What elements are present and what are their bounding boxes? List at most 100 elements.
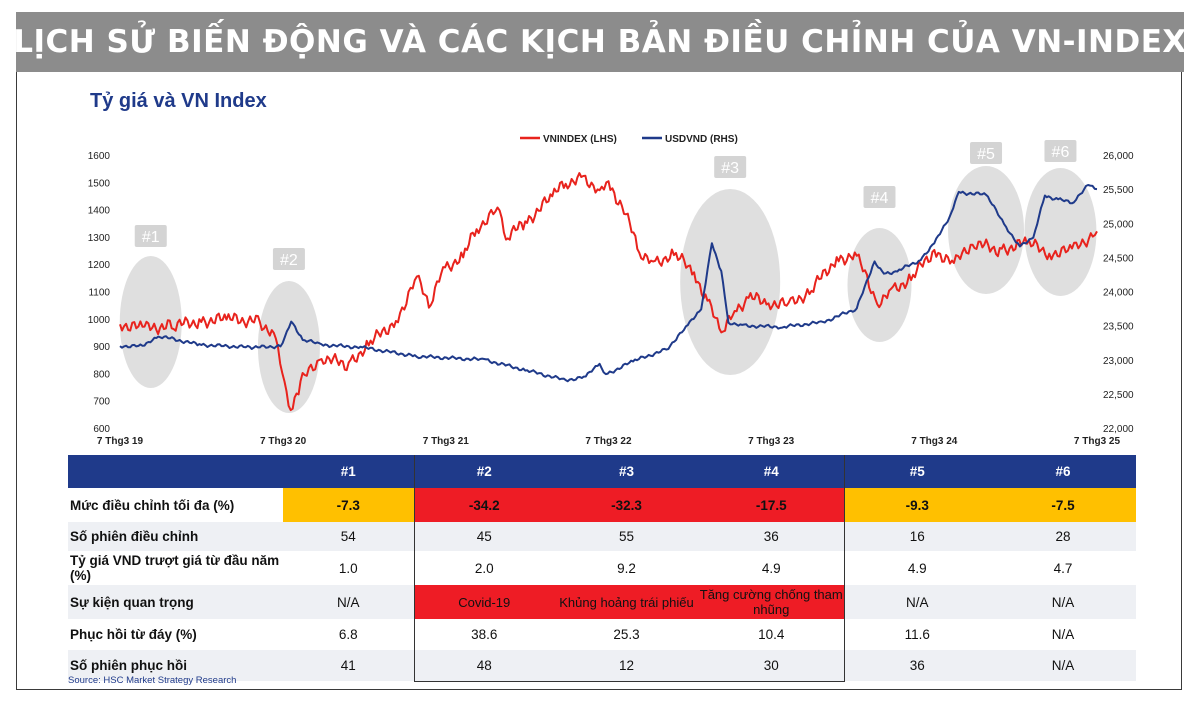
table-row: Phục hồi từ đáy (%) 6.8 38.6 25.3 10.4 1… (68, 619, 1136, 650)
annotation-label: #6 (1052, 144, 1070, 161)
highlight-ellipse (948, 166, 1025, 294)
table-cell: 4.7 (1053, 560, 1073, 576)
y-right-tick-label: 23,000 (1103, 356, 1134, 367)
table-header-cell: #5 (844, 455, 990, 488)
table-header-cell: #1 (283, 455, 414, 488)
x-tick-label: 7 Thg3 22 (585, 436, 632, 447)
vnindex-series-line (119, 172, 1098, 412)
table-cell: Covid-19 (413, 585, 554, 619)
table-cell: N/A (844, 585, 990, 619)
y-left-tick-label: 1600 (88, 151, 111, 162)
highlight-ellipse (680, 189, 781, 375)
y-left-tick-label: 700 (93, 397, 110, 408)
chart-series (119, 172, 1098, 412)
legend-label: USDVND (RHS) (665, 134, 738, 145)
highlight-ellipse (119, 256, 182, 388)
table-header-cell: #3 (554, 455, 699, 488)
annotation-label-box (1044, 140, 1077, 162)
annotation-label-box (272, 248, 305, 270)
legend-label: VNINDEX (LHS) (543, 134, 617, 145)
y-left-tick-label: 1400 (88, 206, 111, 217)
row-label: Sự kiện quan trọng (68, 585, 283, 619)
y-right-tick-label: 22,000 (1103, 424, 1134, 435)
table-row: Số phiên điều chỉnh 54 45 55 36 16 28 (68, 522, 1136, 551)
table-row: Mức điều chỉnh tối đa (%) -7.3 -34.2 -32… (68, 488, 1136, 522)
table-cell: 28 (990, 522, 1136, 551)
table-cell: 38.6 (413, 619, 554, 650)
summary-table: #1 #2 #3 #4 #5 #6 Mức điều chỉnh tối đa … (68, 455, 1136, 682)
table-row: Số phiên phục hồi 41 48 12 30 36 N/A (68, 650, 1136, 682)
y-right-tick-label: 23,500 (1103, 322, 1134, 333)
table-header-cell: #6 (990, 455, 1136, 488)
x-tick-label: 7 Thg3 19 (97, 436, 144, 447)
row-label: Phục hồi từ đáy (%) (70, 627, 197, 642)
y-left-tick-label: 1300 (88, 233, 111, 244)
annotation-label: #3 (721, 160, 739, 177)
y-left-tick-label: 1100 (88, 288, 110, 299)
x-tick-label: 7 Thg3 21 (423, 436, 470, 447)
table-cell: 41 (283, 650, 414, 681)
highlight-ellipses (119, 166, 1097, 413)
content-frame (16, 72, 1182, 690)
table-cell: N/A (283, 585, 414, 619)
y-right-tick-label: 24,000 (1103, 288, 1134, 299)
x-tick-label: 7 Thg3 20 (260, 436, 307, 447)
highlight-ellipse (257, 281, 320, 413)
table-cell: 30 (699, 650, 845, 682)
table-cell: 1.0 (338, 560, 358, 576)
table-cell: 11.6 (904, 627, 930, 642)
table-cell: N/A (990, 585, 1136, 619)
table-header-cell (68, 455, 283, 488)
banner-title: LỊCH SỬ BIẾN ĐỘNG VÀ CÁC KỊCH BẢN ĐIỀU C… (13, 12, 1186, 72)
table-cell: 2.0 (413, 551, 554, 585)
table-cell: 9.2 (617, 560, 636, 576)
table-cell: 55 (554, 522, 699, 551)
y-right-tick-label: 22,500 (1103, 390, 1134, 401)
table-cell: N/A (1051, 627, 1075, 642)
y-right-tick-label: 26,000 (1103, 151, 1134, 162)
annotation-label-box (863, 186, 896, 208)
annotation-label-box (134, 225, 167, 247)
y-left-tick-label: 600 (93, 424, 110, 435)
table-cell: 16 (844, 522, 990, 551)
table-cell: -7.5 (990, 488, 1136, 522)
y-right-tick-label: 24,500 (1103, 253, 1134, 264)
annotation-labels: #1 #2 #3 #4 #5 #6 (134, 140, 1077, 270)
row-label: Mức điều chỉnh tối đa (%) (70, 497, 235, 513)
table-header-cell: #2 (413, 455, 554, 488)
y-right-tick-label: 25,000 (1103, 219, 1134, 230)
table-cell: 6.8 (338, 627, 358, 642)
table-cell: 25.3 (613, 627, 640, 642)
row-label: Tỷ giá VND trượt giá từ đầu năm (%) (70, 553, 280, 583)
highlight-ellipse (1024, 168, 1097, 296)
chart-axes: 600 700 800 900 1000 1100 1200 1300 1400 1500 1600… (88, 151, 1134, 447)
y-left-tick-label: 1500 (88, 178, 111, 189)
table-cell: Tăng cường chống tham nhũng (699, 585, 845, 619)
table-cell: -34.2 (413, 488, 554, 522)
annotation-label: #2 (280, 252, 298, 269)
y-left-tick-label: 1000 (88, 315, 111, 326)
usdvnd-series-line (119, 184, 1098, 383)
row-label: Số phiên điều chỉnh (68, 522, 283, 551)
chart-title: Tỷ giá và VN Index (90, 90, 267, 112)
table-cell: 12 (554, 650, 699, 682)
table-cell: -7.3 (283, 488, 414, 522)
table-header-cell: #4 (699, 455, 845, 488)
table-header-row: #1 #2 #3 #4 #5 #6 (68, 455, 1136, 488)
annotation-label: #1 (142, 229, 160, 246)
table-cell: 36 (844, 650, 990, 681)
x-tick-label: 7 Thg3 24 (911, 436, 958, 447)
annotation-label-box (714, 156, 747, 178)
table-cell: 4.9 (699, 551, 845, 585)
chart-svg: 600 700 800 900 1000 1100 1200 1300 1400 1500 1600… (88, 134, 1134, 447)
highlight-ellipse (847, 228, 912, 342)
table-cell: N/A (990, 650, 1136, 681)
table-cell: 54 (283, 522, 414, 551)
table-cell: 10.4 (699, 619, 845, 650)
table-cell: 45 (413, 522, 554, 551)
source-note: Source: HSC Market Strategy Research (68, 675, 237, 686)
row-label: Số phiên phục hồi (68, 650, 283, 682)
y-left-tick-label: 900 (93, 342, 110, 353)
y-left-tick-label: 800 (93, 369, 110, 380)
table-cell: -17.5 (699, 488, 845, 522)
